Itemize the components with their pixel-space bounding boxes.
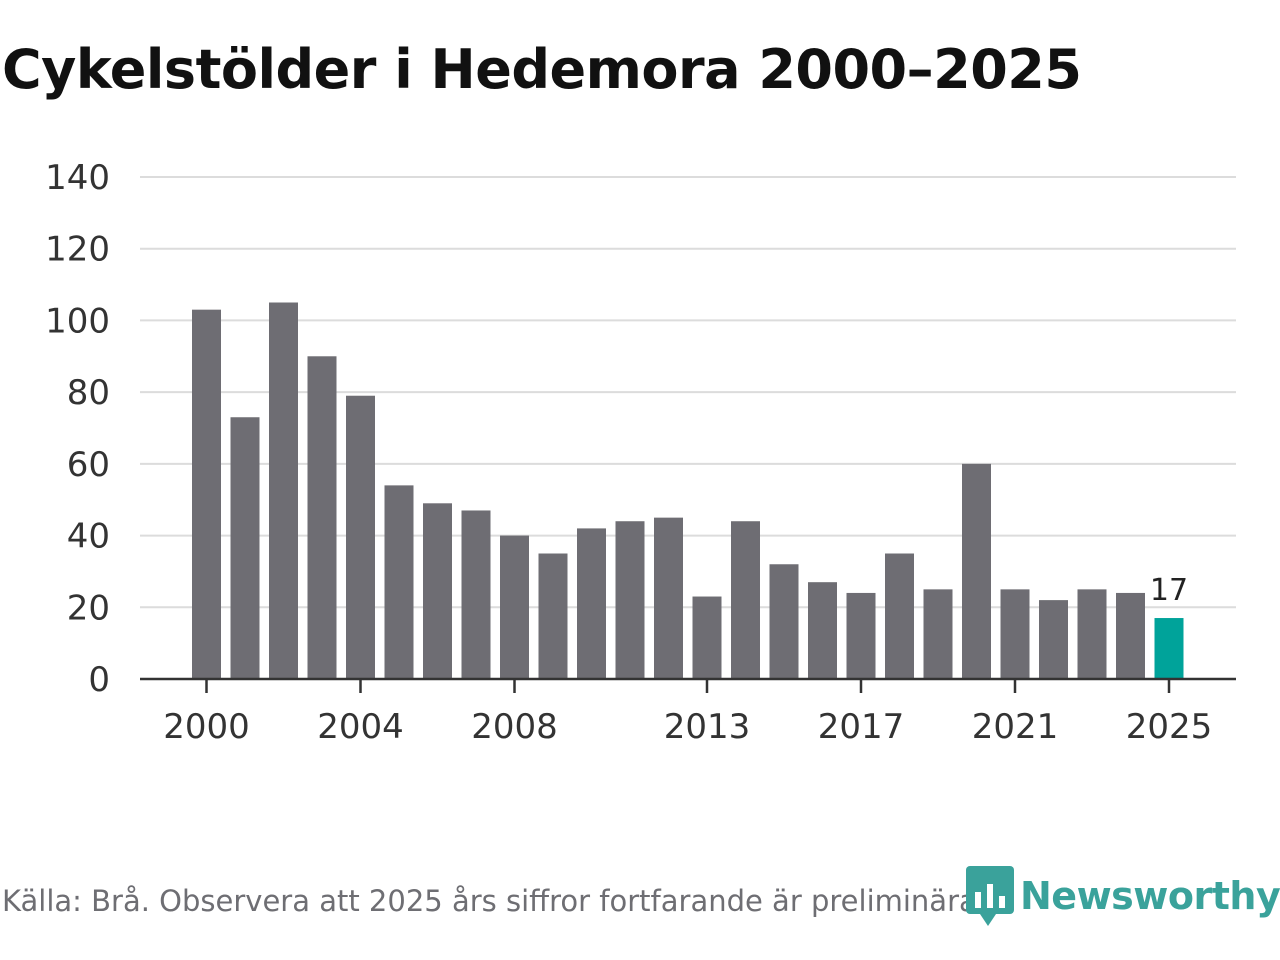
bar-2014 [731,521,760,679]
bar-2004 [346,395,375,679]
bar-2018 [885,553,914,679]
data-label-2025: 17 [1150,573,1188,608]
x-tick-label: 2017 [818,707,905,747]
bar-2022 [1039,600,1068,679]
y-tick-label: 60 [67,445,110,485]
bar-2020 [962,463,991,679]
bar-2015 [769,564,799,679]
x-tick-label: 2013 [664,707,751,747]
gridlines [140,176,1236,609]
bar-2007 [461,510,491,679]
logo-text: Newsworthy [1020,874,1280,918]
bars [192,302,1184,679]
bar-2025 [1154,618,1184,679]
bar-2012 [654,517,683,679]
bar-2005 [384,485,414,679]
y-tick-label: 140 [45,158,110,198]
newsworthy-logo-icon [966,866,1014,926]
bar-2024 [1116,592,1145,679]
x-tick-label: 2000 [163,707,250,747]
bar-2023 [1077,589,1107,679]
y-tick-label: 120 [45,230,110,270]
y-tick-label: 100 [45,301,110,341]
bar-2001 [230,417,260,679]
x-tick-label: 2025 [1126,707,1213,747]
data-labels: 17 [1150,573,1188,608]
bar-2009 [538,553,568,679]
x-tick-label: 2008 [471,707,558,747]
bar-2021 [1000,589,1030,679]
x-axis-ticks: 2000 2004 2008 2013 2017 2021 2025 [163,679,1212,747]
bar-2006 [423,503,452,679]
x-tick-label: 2021 [972,707,1059,747]
bar-2003 [307,356,337,679]
y-axis-ticks: 0 20 40 60 80 100 120 140 [45,158,110,700]
y-tick-label: 20 [67,588,110,628]
bar-2016 [808,582,837,679]
bar-2017 [846,592,876,679]
x-tick-label: 2004 [317,707,404,747]
chart-title: Cykelstölder i Hedemora 2000–2025 [2,38,1082,101]
y-tick-label: 80 [67,373,110,413]
bar-2019 [923,589,953,679]
newsworthy-logo[interactable]: Newsworthy [966,866,1280,926]
bar-2010 [577,528,606,679]
bar-2013 [692,596,722,679]
bar-2008 [500,535,529,679]
bar-2002 [269,302,298,679]
bar-2000 [192,309,221,679]
bar-2011 [615,521,645,679]
y-tick-label: 40 [67,517,110,557]
source-note: Källa: Brå. Observera att 2025 års siffr… [2,884,986,918]
y-tick-label: 0 [88,660,110,700]
